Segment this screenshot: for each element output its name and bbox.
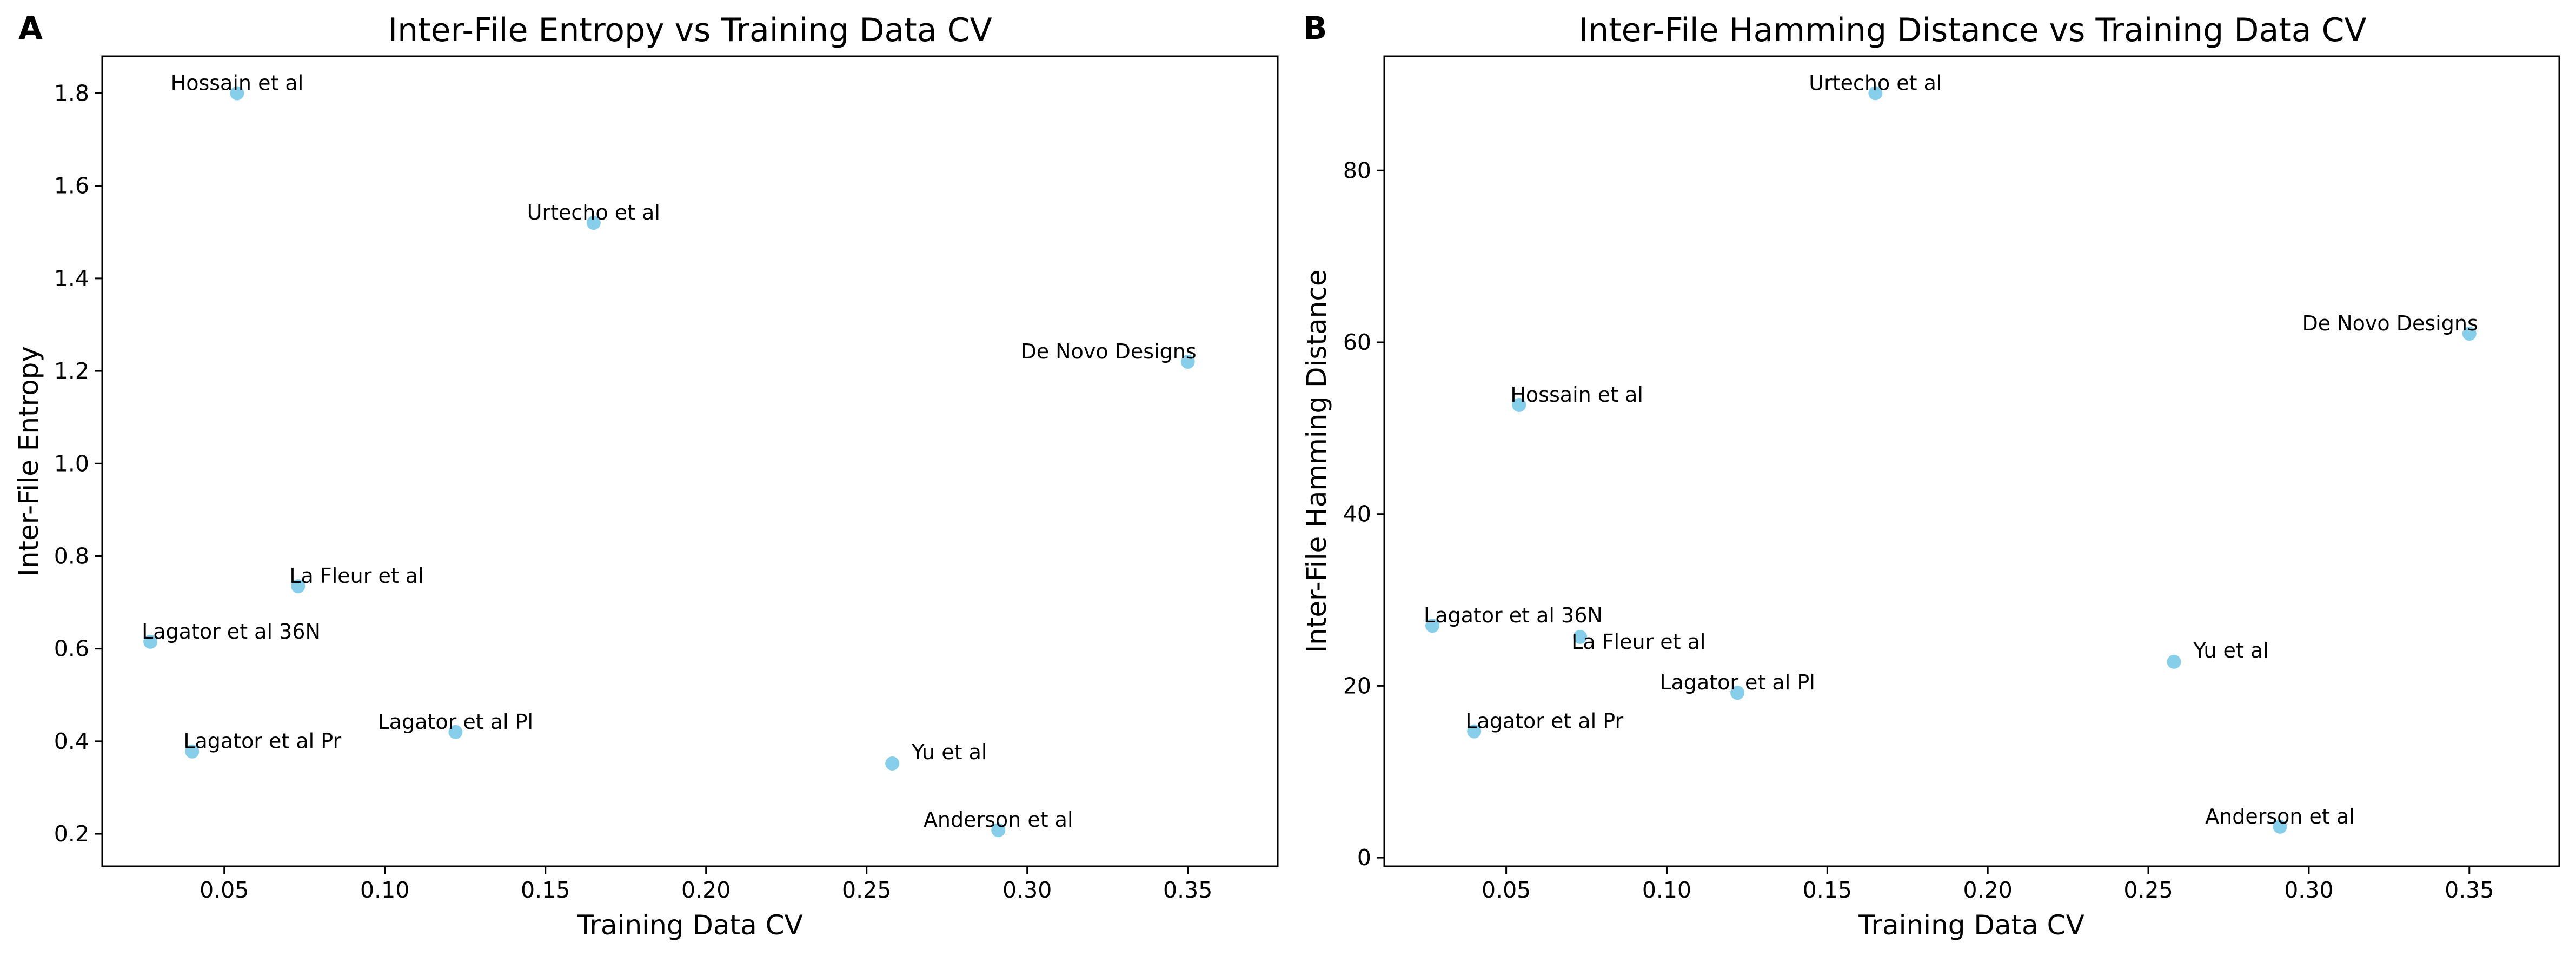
y-tick-label: 1.0 (54, 450, 89, 476)
point-label: Urtecho et al (527, 201, 660, 224)
data-point (230, 86, 244, 101)
y-tick-label: 1.2 (54, 358, 89, 384)
point-label: Anderson et al (924, 808, 1073, 832)
point-label: Lagator et al Pr (183, 729, 341, 753)
data-point (143, 634, 158, 649)
y-tick-label: 0.4 (54, 728, 89, 754)
data-point (1425, 619, 1440, 633)
x-tick-label: 0.20 (1963, 877, 2013, 903)
panel-a: A Inter-File Entropy vs Training Data CV… (13, 10, 1279, 941)
x-tick-label: 0.25 (2123, 877, 2173, 903)
point-label: Lagator et al Pr (1465, 709, 1623, 733)
y-tick-label: 1.6 (54, 173, 89, 199)
panel-letter-b: B (1303, 10, 1327, 47)
y-tick-label: 40 (1343, 501, 1371, 527)
point-label: Urtecho et al (1809, 71, 1942, 95)
point-label: Lagator et al Pl (1659, 670, 1815, 694)
point-label: Anderson et al (2205, 805, 2355, 828)
x-tick-label: 0.10 (360, 877, 409, 903)
y-axis-label-b: Inter-File Hamming Distance (1301, 269, 1332, 653)
x-tick-label: 0.10 (1642, 877, 1691, 903)
x-tick-label: 0.15 (1803, 877, 1852, 903)
point-label: Lagator et al 36N (142, 620, 321, 643)
data-point (1180, 354, 1195, 369)
data-point (1730, 686, 1745, 700)
x-tick-label: 0.05 (1482, 877, 1531, 903)
y-tick-label: 20 (1343, 673, 1371, 699)
panel-letter-a: A (18, 10, 43, 47)
point-label: La Fleur et al (289, 564, 423, 588)
data-point (2462, 327, 2477, 341)
plot-frame-a (101, 55, 1279, 867)
chart-title-a: Inter-File Entropy vs Training Data CV (388, 11, 992, 49)
data-point (2167, 654, 2181, 669)
x-tick-label: 0.30 (1002, 877, 1052, 903)
data-point (1467, 724, 1482, 739)
data-point (1512, 397, 1526, 412)
y-tick-label: 1.8 (54, 80, 89, 106)
data-point (586, 216, 601, 230)
x-tick-label: 0.30 (2284, 877, 2333, 903)
y-axis-a: 0.2 0.4 0.6 0.8 1.0 1.2 1.4 1.6 1.8 (54, 80, 102, 847)
x-tick-label: 0.05 (200, 877, 249, 903)
y-axis-label-a: Inter-File Entropy (13, 346, 44, 576)
point-label: La Fleur et al (1571, 630, 1705, 654)
chart-title-b: Inter-File Hamming Distance vs Training … (1578, 11, 2366, 49)
data-point (1573, 629, 1588, 644)
x-tick-label: 0.20 (681, 877, 731, 903)
scatter-series-a: Hossain et al Urtecho et al De Novo Design… (142, 71, 1197, 838)
plot-frame-b (1383, 55, 2560, 867)
y-tick-label: 0.6 (54, 636, 89, 662)
x-axis-a: 0.05 0.10 0.15 0.20 0.25 0.30 0.35 (200, 866, 1212, 903)
y-tick-label: 80 (1343, 157, 1371, 183)
x-axis-label-a: Training Data CV (576, 909, 803, 941)
point-label: De Novo Designs (2302, 311, 2478, 335)
y-axis-b: 0 20 40 60 80 (1343, 157, 1384, 871)
point-label: De Novo Designs (1020, 340, 1196, 363)
x-axis-b: 0.05 0.10 0.15 0.20 0.25 0.30 0.35 (1482, 866, 2494, 903)
x-tick-label: 0.35 (2445, 877, 2494, 903)
x-tick-label: 0.15 (521, 877, 570, 903)
scatter-series-b: Urtecho et al De Novo Designs Hossain et a… (1424, 71, 2478, 834)
data-point (185, 744, 200, 759)
y-tick-label: 60 (1343, 329, 1371, 355)
x-tick-label: 0.25 (842, 877, 891, 903)
point-label: Lagator et al Pl (378, 710, 533, 734)
y-tick-label: 0 (1357, 845, 1371, 871)
data-point (991, 823, 1006, 838)
data-point (885, 756, 900, 771)
x-axis-label-b: Training Data CV (1858, 909, 2084, 941)
data-point (448, 725, 463, 739)
data-point (1868, 86, 1883, 101)
y-tick-label: 0.2 (54, 821, 89, 847)
point-label: Yu et al (2193, 639, 2269, 662)
point-label: Yu et al (911, 740, 987, 764)
data-point (2273, 819, 2287, 834)
x-tick-label: 0.35 (1163, 877, 1212, 903)
panel-b: B Inter-File Hamming Distance vs Trainin… (1301, 10, 2560, 941)
y-tick-label: 1.4 (54, 265, 89, 291)
y-tick-label: 0.8 (54, 543, 89, 569)
point-label: Lagator et al 36N (1424, 603, 1603, 627)
point-label: Hossain et al (1510, 383, 1643, 407)
data-point (291, 579, 306, 594)
point-label: Hossain et al (171, 71, 304, 95)
